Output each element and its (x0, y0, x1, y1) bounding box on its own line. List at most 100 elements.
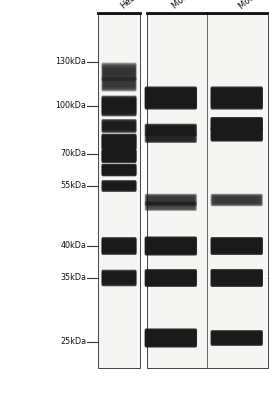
FancyBboxPatch shape (101, 119, 137, 133)
FancyBboxPatch shape (212, 128, 262, 140)
FancyBboxPatch shape (145, 87, 197, 109)
FancyBboxPatch shape (102, 181, 136, 191)
FancyBboxPatch shape (146, 134, 195, 142)
FancyBboxPatch shape (145, 201, 197, 211)
FancyBboxPatch shape (101, 164, 137, 176)
FancyBboxPatch shape (102, 272, 136, 284)
FancyBboxPatch shape (211, 128, 262, 140)
FancyBboxPatch shape (103, 80, 135, 88)
FancyBboxPatch shape (104, 275, 134, 281)
FancyBboxPatch shape (104, 184, 134, 188)
FancyBboxPatch shape (101, 149, 137, 163)
FancyBboxPatch shape (104, 154, 134, 158)
FancyBboxPatch shape (148, 276, 194, 280)
FancyBboxPatch shape (104, 183, 134, 189)
FancyBboxPatch shape (146, 239, 196, 253)
FancyBboxPatch shape (145, 88, 196, 108)
FancyBboxPatch shape (104, 103, 134, 109)
FancyBboxPatch shape (145, 236, 197, 256)
FancyBboxPatch shape (103, 123, 135, 129)
FancyBboxPatch shape (145, 194, 196, 206)
FancyBboxPatch shape (103, 183, 135, 189)
FancyBboxPatch shape (145, 328, 197, 348)
FancyBboxPatch shape (103, 167, 135, 173)
FancyBboxPatch shape (212, 239, 262, 253)
FancyBboxPatch shape (145, 201, 197, 211)
FancyBboxPatch shape (211, 118, 263, 130)
FancyBboxPatch shape (102, 164, 136, 176)
FancyBboxPatch shape (213, 196, 261, 204)
FancyBboxPatch shape (145, 133, 197, 143)
FancyBboxPatch shape (103, 68, 135, 76)
FancyBboxPatch shape (102, 165, 136, 175)
FancyBboxPatch shape (213, 197, 260, 203)
FancyBboxPatch shape (145, 202, 196, 210)
FancyBboxPatch shape (213, 130, 260, 138)
FancyBboxPatch shape (104, 123, 134, 129)
FancyBboxPatch shape (103, 138, 135, 146)
FancyBboxPatch shape (101, 76, 137, 92)
FancyBboxPatch shape (213, 242, 260, 250)
FancyBboxPatch shape (147, 196, 194, 204)
FancyBboxPatch shape (211, 238, 262, 254)
FancyBboxPatch shape (102, 78, 136, 90)
FancyBboxPatch shape (102, 120, 136, 132)
FancyBboxPatch shape (211, 127, 263, 141)
FancyBboxPatch shape (212, 333, 261, 343)
FancyBboxPatch shape (102, 97, 136, 115)
FancyBboxPatch shape (146, 90, 196, 106)
FancyBboxPatch shape (102, 150, 136, 162)
FancyBboxPatch shape (148, 128, 194, 132)
FancyBboxPatch shape (103, 68, 135, 76)
FancyBboxPatch shape (214, 275, 260, 281)
FancyBboxPatch shape (213, 120, 261, 128)
FancyBboxPatch shape (145, 269, 197, 287)
FancyBboxPatch shape (214, 121, 260, 127)
FancyBboxPatch shape (103, 273, 135, 283)
FancyBboxPatch shape (213, 196, 260, 204)
FancyBboxPatch shape (212, 119, 261, 129)
FancyBboxPatch shape (102, 135, 136, 149)
FancyBboxPatch shape (104, 167, 134, 173)
FancyBboxPatch shape (147, 241, 195, 251)
FancyBboxPatch shape (104, 139, 134, 145)
FancyBboxPatch shape (145, 124, 196, 136)
FancyBboxPatch shape (211, 89, 262, 107)
FancyBboxPatch shape (214, 122, 260, 126)
FancyBboxPatch shape (212, 129, 261, 139)
FancyBboxPatch shape (103, 137, 135, 147)
FancyBboxPatch shape (147, 197, 194, 203)
FancyBboxPatch shape (211, 194, 263, 206)
FancyBboxPatch shape (214, 335, 260, 341)
FancyBboxPatch shape (211, 118, 262, 130)
FancyBboxPatch shape (102, 271, 136, 285)
FancyBboxPatch shape (145, 134, 196, 142)
FancyBboxPatch shape (146, 134, 196, 142)
FancyBboxPatch shape (146, 271, 196, 285)
FancyBboxPatch shape (102, 64, 136, 80)
FancyBboxPatch shape (103, 80, 135, 88)
FancyBboxPatch shape (213, 274, 260, 282)
FancyBboxPatch shape (146, 332, 195, 344)
Text: 100kDa: 100kDa (55, 102, 86, 110)
FancyBboxPatch shape (147, 135, 195, 141)
FancyBboxPatch shape (212, 240, 261, 252)
FancyBboxPatch shape (148, 136, 194, 140)
FancyBboxPatch shape (210, 237, 263, 255)
FancyBboxPatch shape (103, 66, 135, 78)
FancyBboxPatch shape (211, 118, 262, 130)
FancyBboxPatch shape (102, 151, 136, 161)
FancyBboxPatch shape (102, 136, 136, 148)
FancyBboxPatch shape (210, 194, 263, 206)
FancyBboxPatch shape (102, 98, 136, 114)
FancyBboxPatch shape (101, 270, 137, 286)
FancyBboxPatch shape (145, 237, 197, 255)
FancyBboxPatch shape (146, 126, 196, 134)
FancyBboxPatch shape (212, 90, 262, 106)
FancyBboxPatch shape (214, 244, 260, 248)
FancyBboxPatch shape (210, 126, 263, 142)
Text: 55kDa: 55kDa (60, 182, 86, 190)
FancyBboxPatch shape (102, 180, 136, 192)
FancyBboxPatch shape (210, 86, 263, 110)
FancyBboxPatch shape (147, 274, 194, 282)
